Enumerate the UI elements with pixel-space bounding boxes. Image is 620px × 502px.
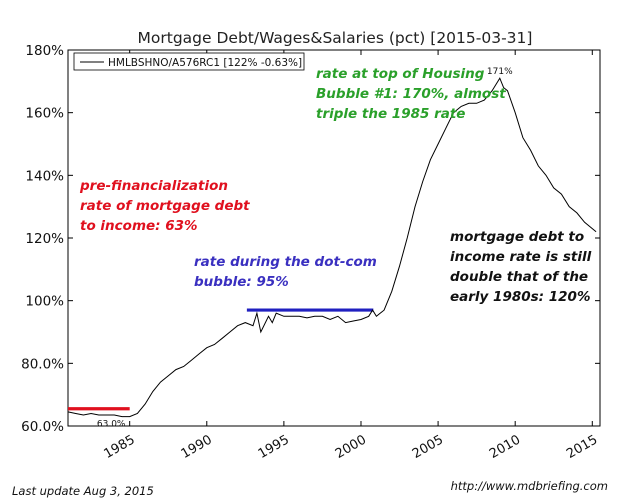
annotation-line: to income: 63% — [80, 218, 198, 234]
annotation-line: mortgage debt to — [450, 229, 584, 245]
legend-label: HMLBSHNO/A576RC1 [122% -0.63%] — [108, 57, 302, 69]
y-tick-label: 100% — [25, 294, 64, 310]
legend: HMLBSHNO/A576RC1 [122% -0.63%] — [73, 52, 305, 71]
y-tick-label: 80.0% — [21, 356, 64, 372]
y-axis: 60.0% 80.0% 100% 120% 140% 160% 180% — [21, 43, 600, 435]
annotation-dotcom: rate during the dot-com bubble: 95% — [194, 254, 377, 290]
legend-box — [73, 52, 305, 71]
annotation-line: rate of mortgage debt — [80, 198, 250, 214]
annotation-housing-peak: rate at top of Housing Bubble #1: 170%, … — [316, 66, 506, 122]
annotation-line: bubble: 95% — [194, 274, 289, 290]
annotation-pre-financialization: pre-financialization rate of mortgage de… — [79, 178, 250, 234]
annotation-line: rate at top of Housing — [316, 66, 485, 82]
x-tick-label: 2010 — [487, 432, 523, 462]
y-tick-label: 180% — [25, 43, 64, 59]
annotation-line: triple the 1985 rate — [316, 106, 465, 122]
y-tick-label: 60.0% — [21, 419, 64, 435]
x-tick-label: 2005 — [410, 432, 446, 462]
annotation-line: rate during the dot-com — [194, 254, 377, 270]
y-tick-label: 160% — [25, 106, 64, 122]
annotation-line: early 1980s: 120% — [450, 289, 590, 305]
low-point-label: 63.0% — [97, 420, 126, 430]
plot-frame — [67, 49, 601, 427]
chart-title: Mortgage Debt/Wages&Salaries (pct) [2015… — [138, 29, 533, 47]
annotation-line: income rate is still — [450, 249, 592, 265]
source-url[interactable]: http://www.mdbriefing.com — [451, 479, 608, 493]
annotation-line: double that of the — [450, 269, 588, 285]
peak-point-label: 171% — [487, 67, 513, 77]
reference-lines — [68, 308, 374, 411]
x-tick-label: 1995 — [256, 432, 292, 462]
x-tick-label: 1985 — [102, 432, 138, 462]
last-update-text: Last update Aug 3, 2015 — [12, 484, 154, 498]
series-line — [67, 77, 597, 418]
y-tick-label: 140% — [25, 168, 64, 184]
annotation-line: Bubble #1: 170%, almost — [316, 86, 506, 102]
x-tick-label: 2015 — [564, 432, 600, 462]
annotation-line: pre-financialization — [79, 178, 228, 194]
annotation-current: mortgage debt to income rate is still do… — [450, 229, 592, 305]
y-tick-label: 120% — [25, 231, 64, 247]
x-tick-label: 1990 — [179, 432, 215, 462]
x-tick-label: 2000 — [333, 432, 369, 462]
